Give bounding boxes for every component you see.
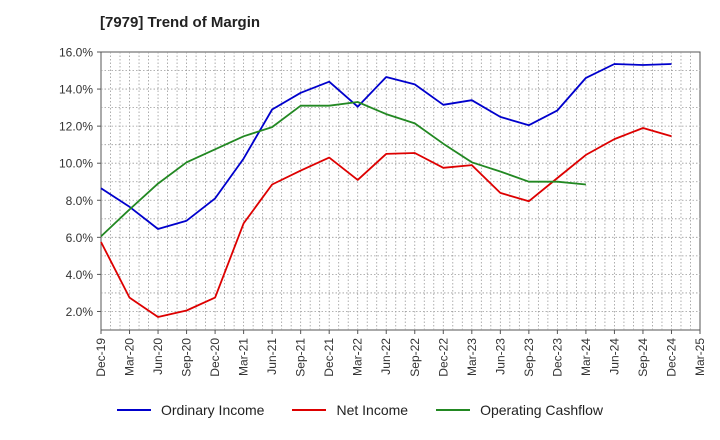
x-tick-label: Dec-23 <box>550 338 564 377</box>
y-tick-label: 14.0% <box>59 83 93 97</box>
legend-item: Net Income <box>292 402 408 418</box>
x-tick-label: Sep-20 <box>180 338 194 377</box>
x-tick-label: Sep-21 <box>294 338 308 377</box>
y-tick-label: 4.0% <box>66 268 94 282</box>
x-tick-label: Sep-23 <box>522 338 536 377</box>
x-tick-label: Jun-21 <box>265 338 279 375</box>
x-tick-label: Dec-19 <box>94 338 108 377</box>
legend-swatch <box>116 409 151 411</box>
legend-swatch <box>292 409 327 411</box>
x-tick-label: Dec-22 <box>436 338 450 377</box>
legend-label: Ordinary Income <box>160 402 265 418</box>
x-tick-label: Jun-22 <box>379 338 393 375</box>
legend-item: Operating Cashflow <box>436 402 603 418</box>
x-tick-label: Mar-24 <box>579 338 593 376</box>
legend-label: Operating Cashflow <box>480 402 604 418</box>
legend-item: Ordinary Income <box>116 402 265 418</box>
x-tick-label: Jun-24 <box>607 338 621 375</box>
legend-label: Net Income <box>336 402 409 418</box>
x-tick-label: Mar-22 <box>351 338 365 376</box>
legend-swatch <box>436 409 471 411</box>
chart-legend: Ordinary Income Net Income Operating Cashf… <box>0 402 720 418</box>
x-tick-label: Dec-20 <box>208 338 222 377</box>
x-tick-label: Dec-21 <box>322 338 336 377</box>
y-tick-label: 8.0% <box>66 194 94 208</box>
series-line-net-income <box>100 127 672 318</box>
x-tick-label: Mar-25 <box>693 338 707 376</box>
series-line-operating-cashflow <box>100 101 586 238</box>
y-tick-label: 12.0% <box>59 120 93 134</box>
x-tick-label: Mar-23 <box>465 338 479 376</box>
x-tick-label: Jun-20 <box>151 338 165 375</box>
x-tick-label: Mar-20 <box>123 338 137 376</box>
x-tick-label: Jun-23 <box>493 338 507 375</box>
x-tick-label: Dec-24 <box>664 338 678 377</box>
y-tick-label: 10.0% <box>59 157 93 171</box>
plot-area <box>100 51 701 331</box>
x-tick-label: Mar-21 <box>237 338 251 376</box>
y-tick-label: 2.0% <box>66 305 94 319</box>
series-line-ordinary-income <box>100 63 672 230</box>
x-tick-label: Sep-24 <box>636 338 650 377</box>
y-tick-label: 16.0% <box>59 46 93 60</box>
x-tick-label: Sep-22 <box>408 338 422 377</box>
y-tick-label: 6.0% <box>66 231 94 245</box>
chart-title: [7979] Trend of Margin <box>100 14 261 31</box>
